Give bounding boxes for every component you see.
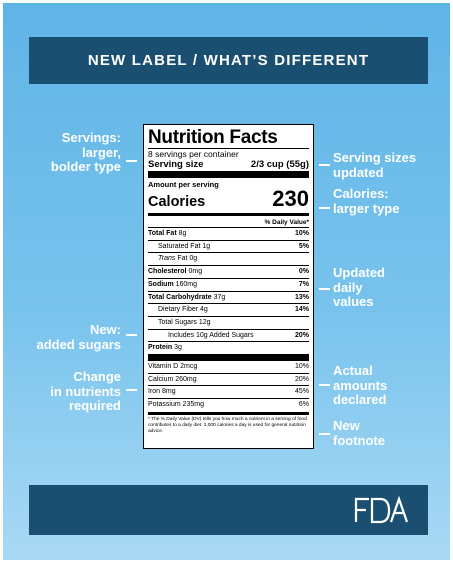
annotation-footnote: New footnote xyxy=(333,418,385,448)
nutrient-row-dietary-fiber: Dietary Fiber 4g 14% xyxy=(148,303,309,316)
calories-label: Calories xyxy=(148,194,206,210)
vitamin-row-potassium: Potassium 235mg 6% xyxy=(148,398,309,411)
calories-value: 230 xyxy=(272,186,309,211)
thick-divider xyxy=(148,171,309,178)
servings-per-container: 8 servings per container xyxy=(148,149,239,159)
nutrient-row-cholesterol: Cholesterol 0mg 0% xyxy=(148,265,309,278)
nutrient-row-total-sugars: Total Sugars 12g xyxy=(148,315,309,329)
nutrient-row-added-sugars: Includes 10g Added Sugars 20% xyxy=(148,328,309,342)
annotation-actual-amounts: Actual amounts declared xyxy=(333,363,388,407)
thick-divider-vitamins xyxy=(148,354,309,362)
annotation-dash xyxy=(319,384,330,386)
vitamin-row-vitamin-d: Vitamin D 2mcg 10% xyxy=(148,363,309,371)
medium-divider xyxy=(148,213,309,216)
annotation-servings: Servings: larger, bolder type xyxy=(50,130,121,174)
fda-logo-icon xyxy=(354,495,409,524)
nutrition-facts-label: Nutrition Facts 8 servings per container… xyxy=(143,124,314,449)
annotation-calories: Calories: larger type xyxy=(333,186,400,216)
header-title: NEW LABEL / WHAT’S DIFFERENT xyxy=(87,52,370,69)
nutrient-row-sodium: Sodium 160mg 7% xyxy=(148,277,309,291)
amount-per-serving: Amount per serving xyxy=(148,180,219,189)
daily-value-header: % Daily Value* xyxy=(264,219,309,226)
serving-size-value: 2/3 cup (55g) xyxy=(250,159,309,170)
vitamin-row-calcium: Calcium 260mg 20% xyxy=(148,372,309,386)
nutrient-row-saturated-fat: Saturated Fat 1g 5% xyxy=(148,239,309,253)
annotation-added-sugars: New: added sugars xyxy=(36,322,121,352)
annotation-dash xyxy=(319,207,330,209)
annotation-dash xyxy=(319,164,330,166)
nutrient-row-total-carbohydrate: Total Carbohydrate 37g 13% xyxy=(148,290,309,304)
nutrient-row-total-fat: Total Fat 8g 10% xyxy=(148,227,309,240)
annotation-dash xyxy=(126,389,137,391)
annotation-dash xyxy=(126,334,137,336)
nutrient-row-protein: Protein 3g xyxy=(148,341,309,354)
annotation-nutrients-required: Change in nutrients required xyxy=(50,369,121,413)
label-footnote: * The % Daily Value (DV) tells you how m… xyxy=(148,411,309,435)
annotation-daily-values: Updated daily values xyxy=(333,265,385,309)
annotation-dash xyxy=(126,160,137,162)
nutrient-row-trans-fat: Trans Fat 0g xyxy=(148,252,309,265)
header-bar: NEW LABEL / WHAT’S DIFFERENT xyxy=(29,37,428,84)
infographic-panel: NEW LABEL / WHAT’S DIFFERENT Nutrition F… xyxy=(3,3,450,560)
serving-size-row: Serving size 2/3 cup (55g) xyxy=(148,159,309,170)
annotation-dash xyxy=(319,433,330,435)
footer-bar xyxy=(29,485,428,535)
calories-row: Calories 230 xyxy=(148,186,309,212)
label-title: Nutrition Facts xyxy=(148,127,278,148)
annotation-serving-sizes: Serving sizes updated xyxy=(333,150,417,180)
annotation-dash xyxy=(319,288,330,290)
vitamin-row-iron: Iron 8mg 45% xyxy=(148,385,309,398)
serving-size-label: Serving size xyxy=(148,159,204,170)
